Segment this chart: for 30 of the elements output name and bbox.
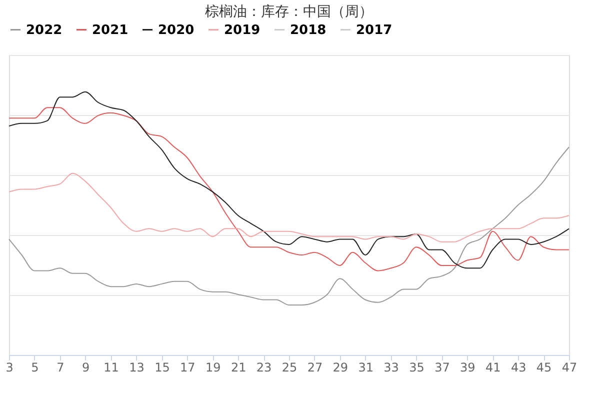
x-tick-label: 29 [332, 360, 348, 374]
legend-label: 2017 [356, 22, 392, 38]
x-tick-label: 41 [485, 360, 501, 374]
legend-label: 2018 [290, 22, 326, 38]
x-tick-label: 19 [205, 360, 221, 374]
x-tick-label: 17 [180, 360, 196, 374]
x-tick-label: 11 [104, 360, 119, 374]
x-tick-label: 15 [154, 360, 170, 374]
x-tick-label: 31 [358, 360, 374, 374]
x-tick-label: 27 [307, 360, 323, 374]
x-tick-label: 3 [6, 360, 14, 374]
x-tick-label: 23 [256, 360, 272, 374]
x-tick-label: 25 [282, 360, 298, 374]
x-tick-label: 5 [31, 360, 39, 374]
x-tick-label: 47 [562, 360, 578, 374]
legend-label: 2021 [92, 22, 128, 38]
legend-label: 2019 [224, 22, 260, 38]
chart-title: 棕榈油：库存：中国（周） [205, 4, 373, 20]
x-tick-label: 33 [384, 360, 399, 374]
x-tick-label: 37 [434, 360, 450, 374]
x-tick-label: 43 [510, 360, 526, 374]
legend-label: 2022 [26, 22, 62, 38]
x-tick-label: 39 [460, 360, 476, 374]
x-tick-label: 9 [82, 360, 90, 374]
x-tick-label: 45 [536, 360, 552, 374]
legend-label: 2020 [158, 22, 194, 38]
x-tick-label: 13 [129, 360, 144, 374]
x-tick-label: 7 [56, 360, 64, 374]
x-tick-label: 21 [230, 360, 246, 374]
x-tick-label: 35 [409, 360, 424, 374]
